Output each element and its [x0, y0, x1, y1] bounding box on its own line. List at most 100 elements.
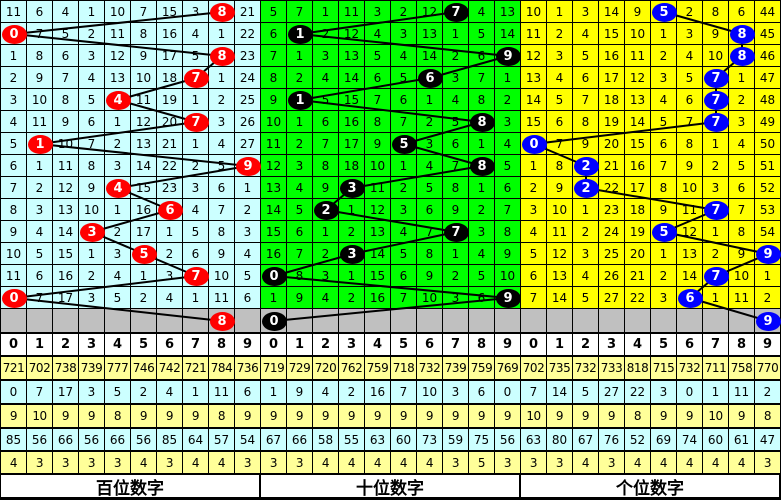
digit-header: 3	[599, 334, 625, 356]
omission-cell: 4	[313, 287, 339, 309]
omission-cell: 5	[365, 45, 391, 67]
omission-cell: 6	[729, 1, 755, 23]
omission-cell: 11	[261, 133, 287, 155]
omission-cell: 3	[391, 199, 417, 221]
omission-cell: 2	[339, 287, 365, 309]
omission-cell: 24	[235, 67, 261, 89]
omission-cell: 10	[677, 177, 703, 199]
stat-cell: 8	[625, 405, 651, 428]
omission-cell: 3	[79, 45, 105, 67]
pending-cell	[157, 309, 183, 333]
omission-cell: 11	[729, 287, 755, 309]
pending-cell	[651, 309, 677, 333]
omission-cell: 8	[469, 89, 495, 111]
trend-line-segment	[13, 33, 223, 57]
drawn-number-ball: 8	[469, 156, 495, 176]
omission-cell: 2	[1, 67, 27, 89]
omission-cell: 3	[183, 1, 209, 23]
omission-cell: 1	[287, 45, 313, 67]
omission-cell: 6	[651, 133, 677, 155]
omission-cell: 3	[495, 111, 521, 133]
omission-cell: 3	[79, 287, 105, 309]
drawn-number-ball: 4	[105, 90, 131, 110]
stat-cell: 76	[599, 429, 625, 451]
omission-cell: 11	[339, 1, 365, 23]
stat-cell: 7	[391, 381, 417, 404]
omission-cell: 8	[131, 23, 157, 45]
omission-cell: 13	[105, 67, 131, 89]
omission-cell: 18	[339, 155, 365, 177]
trend-line-segment	[13, 275, 197, 299]
omission-cell: 1	[391, 155, 417, 177]
omission-cell: 22	[625, 287, 651, 309]
stat-cell: 10	[417, 381, 443, 404]
omission-cell: 4	[495, 133, 521, 155]
omission-cell: 23	[599, 199, 625, 221]
stat-cell: 11	[729, 381, 755, 404]
stat-cell: 85	[157, 429, 183, 451]
stat-cell: 3	[235, 452, 261, 474]
omission-cell: 7	[391, 111, 417, 133]
omission-cell: 49	[755, 111, 781, 133]
omission-cell: 3	[573, 1, 599, 23]
omission-cell: 18	[625, 199, 651, 221]
stat-cell: 3	[105, 452, 131, 474]
omission-cell: 13	[625, 89, 651, 111]
trend-line-segment	[13, 297, 223, 322]
drawn-number-ball: 7	[703, 90, 729, 110]
drawn-number-ball: 0	[521, 134, 547, 154]
omission-cell: 7	[131, 1, 157, 23]
omission-cell: 10	[209, 265, 235, 287]
omission-cell: 6	[183, 243, 209, 265]
omission-cell: 3	[677, 23, 703, 45]
stat-cell: 718	[391, 357, 417, 380]
omission-cell: 10	[547, 199, 573, 221]
trend-line-segment	[533, 121, 717, 145]
stat-cell: 11	[209, 381, 235, 404]
omission-cell: 6	[547, 111, 573, 133]
omission-cell: 13	[365, 221, 391, 243]
omission-cell: 15	[53, 243, 79, 265]
omission-cell: 14	[677, 265, 703, 287]
omission-cell: 1	[209, 23, 235, 45]
stat-cell: 729	[287, 357, 313, 380]
omission-cell: 2	[651, 45, 677, 67]
omission-cell: 4	[677, 45, 703, 67]
omission-cell: 9	[261, 89, 287, 111]
omission-cell: 1	[235, 177, 261, 199]
omission-cell: 4	[469, 1, 495, 23]
omission-cell: 9	[495, 243, 521, 265]
omission-cell: 21	[157, 133, 183, 155]
omission-cell: 14	[599, 1, 625, 23]
omission-cell: 14	[53, 221, 79, 243]
digit-header: 4	[365, 334, 391, 356]
omission-cell: 10	[1, 243, 27, 265]
omission-cell: 1	[157, 221, 183, 243]
digit-header: 8	[469, 334, 495, 356]
omission-cell: 2	[547, 23, 573, 45]
trend-line-segment	[273, 275, 509, 299]
trend-line-segment	[117, 77, 197, 101]
omission-cell: 5	[391, 243, 417, 265]
omission-cell: 9	[443, 199, 469, 221]
stat-cell: 5	[105, 381, 131, 404]
omission-cell: 6	[209, 177, 235, 199]
omission-cell: 18	[599, 89, 625, 111]
drawn-number-ball: 3	[79, 222, 105, 242]
stat-cell: 720	[313, 357, 339, 380]
omission-cell: 7	[1, 177, 27, 199]
trend-line-segment	[351, 165, 483, 189]
omission-cell: 3	[547, 45, 573, 67]
omission-cell: 2	[495, 89, 521, 111]
drawn-number-ball: 5	[391, 134, 417, 154]
omission-cell: 25	[599, 243, 625, 265]
omission-cell: 1	[183, 133, 209, 155]
pending-cell	[599, 309, 625, 333]
omission-cell: 8	[79, 155, 105, 177]
drawn-number-ball: 3	[339, 244, 365, 264]
omission-cell: 22	[157, 155, 183, 177]
omission-cell: 7	[27, 287, 53, 309]
drawn-number-ball: 1	[287, 90, 313, 110]
omission-cell: 7	[313, 133, 339, 155]
omission-cell: 4	[365, 23, 391, 45]
